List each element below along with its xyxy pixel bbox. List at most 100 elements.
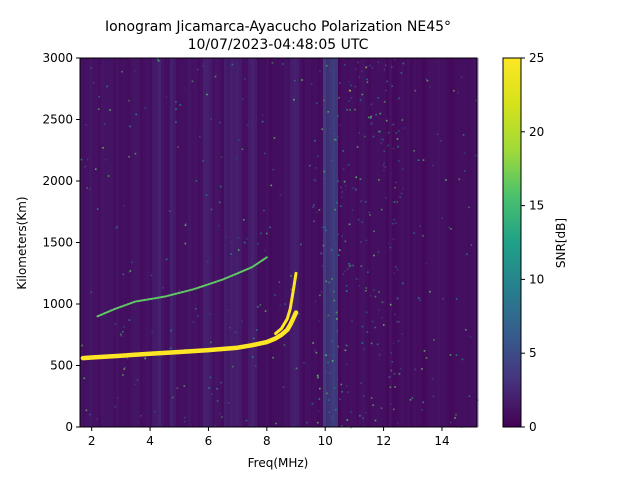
noise-speckle [199, 135, 201, 138]
noise-speckle [384, 64, 387, 67]
noise-speckle [344, 349, 347, 352]
noise-speckle [317, 155, 319, 158]
noise-speckle [295, 367, 298, 370]
noise-speckle [165, 258, 168, 261]
noise-column [173, 58, 176, 427]
noise-speckle [210, 393, 213, 395]
noise-speckle [332, 290, 335, 293]
noise-speckle [377, 97, 379, 99]
noise-column [395, 58, 398, 427]
noise-speckle [217, 224, 220, 227]
noise-speckle [399, 196, 401, 198]
noise-column [398, 58, 401, 427]
noise-speckle [352, 264, 354, 267]
noise-speckle [252, 337, 255, 340]
noise-speckle [185, 222, 187, 225]
noise-speckle [359, 178, 362, 180]
noise-speckle [340, 186, 342, 189]
noise-column [167, 58, 170, 427]
noise-speckle [396, 320, 398, 323]
noise-speckle [128, 99, 130, 102]
noise-speckle [371, 122, 373, 124]
noise-speckle [422, 159, 425, 161]
noise-speckle [129, 125, 131, 128]
noise-column [380, 58, 383, 427]
noise-speckle [425, 78, 428, 81]
noise-speckle [445, 179, 447, 181]
noise-speckle [264, 310, 267, 312]
noise-speckle [394, 386, 396, 388]
noise-speckle [426, 79, 429, 82]
noise-speckle [320, 291, 323, 293]
noise-column [284, 58, 287, 427]
noise-speckle [346, 385, 348, 387]
noise-speckle [221, 416, 223, 418]
noise-speckle [364, 201, 367, 203]
noise-speckle [470, 244, 473, 246]
noise-speckle [121, 331, 124, 333]
noise-speckle [116, 226, 118, 228]
noise-speckle [432, 395, 435, 398]
noise-speckle [461, 358, 464, 361]
noise-column [197, 58, 200, 427]
noise-column [389, 58, 392, 427]
noise-column [320, 58, 323, 427]
noise-column [182, 58, 185, 427]
noise-speckle [337, 115, 339, 117]
noise-speckle [327, 314, 330, 317]
noise-speckle [414, 89, 417, 92]
noise-speckle [380, 142, 383, 144]
noise-speckle [372, 135, 375, 138]
noise-column [416, 58, 419, 427]
noise-speckle [383, 169, 385, 172]
noise-column [113, 58, 116, 427]
chart-title: Ionogram Jicamarca-Ayacucho Polarization… [105, 19, 451, 35]
noise-speckle [102, 147, 104, 149]
noise-speckle [468, 206, 470, 209]
noise-speckle [205, 194, 208, 196]
noise-speckle [335, 138, 337, 141]
noise-column [407, 58, 410, 427]
noise-speckle [388, 242, 390, 245]
noise-column [446, 58, 449, 427]
noise-column [419, 58, 422, 427]
noise-speckle [323, 170, 326, 173]
noise-column [254, 58, 257, 427]
noise-column [263, 58, 266, 427]
noise-speckle [462, 134, 465, 136]
noise-speckle [374, 295, 377, 298]
noise-speckle [361, 93, 364, 96]
noise-speckle [321, 226, 324, 229]
noise-speckle [219, 185, 222, 188]
noise-speckle [455, 354, 458, 356]
noise-speckle [175, 121, 177, 124]
noise-speckle [89, 413, 91, 416]
noise-speckle [358, 131, 360, 134]
noise-speckle [345, 290, 348, 292]
noise-speckle [402, 62, 405, 65]
y-tick-label: 2000 [42, 174, 73, 188]
noise-column [293, 58, 296, 427]
noise-speckle [348, 263, 350, 265]
noise-speckle [134, 152, 137, 155]
noise-speckle [428, 86, 431, 88]
noise-speckle [114, 406, 117, 408]
noise-speckle [402, 282, 404, 285]
noise-speckle [255, 365, 257, 367]
noise-speckle [350, 84, 352, 87]
noise-speckle [355, 278, 358, 280]
noise-speckle [362, 395, 365, 398]
noise-speckle [271, 62, 274, 64]
noise-speckle [172, 396, 174, 399]
noise-column [92, 58, 95, 427]
noise-speckle [364, 412, 367, 414]
noise-speckle [356, 146, 359, 148]
noise-speckle [375, 113, 377, 116]
x-tick-label: 2 [88, 434, 96, 448]
noise-column [413, 58, 416, 427]
noise-speckle [392, 238, 395, 241]
noise-speckle [120, 335, 123, 337]
x-tick-label: 14 [434, 434, 449, 448]
noise-speckle [114, 323, 117, 325]
noise-speckle [395, 266, 397, 268]
